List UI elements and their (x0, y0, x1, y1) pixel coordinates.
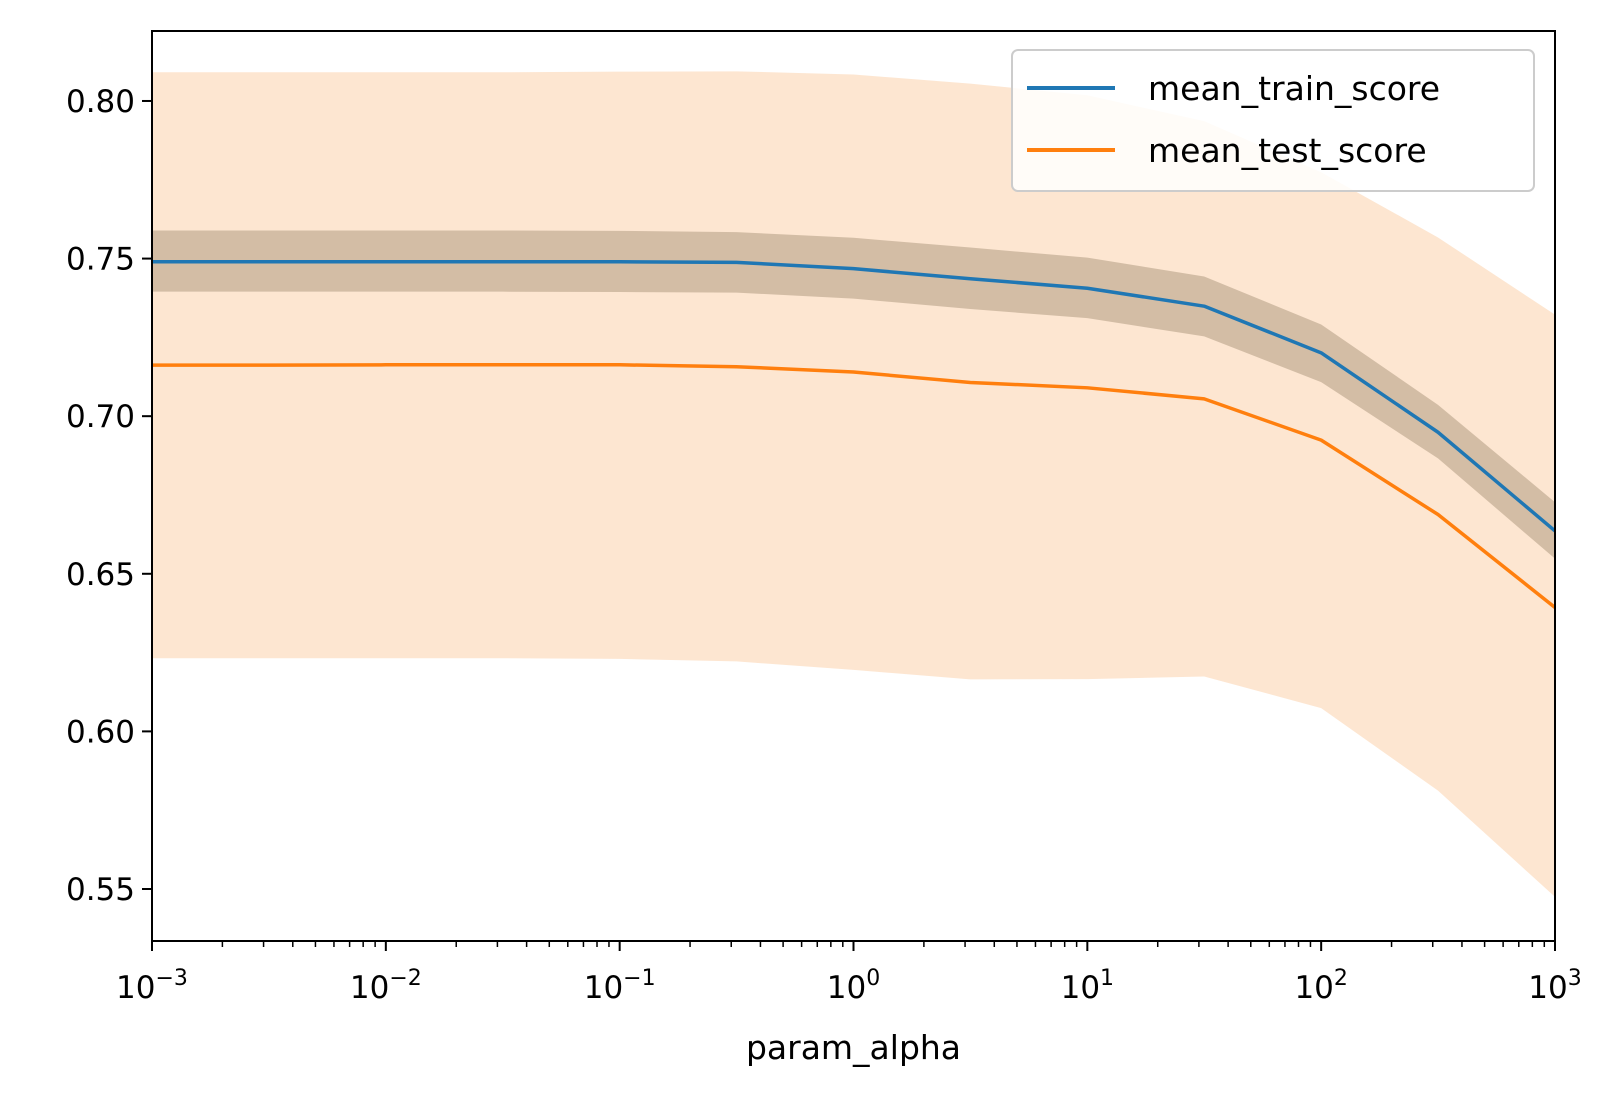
x-tick-label: 10−1 (584, 966, 656, 1006)
x-tick-label: 102 (1294, 966, 1347, 1006)
x-axis-label: param_alpha (746, 1028, 961, 1067)
plot-frame (151, 30, 1556, 942)
x-tick-label: 101 (1061, 966, 1114, 1006)
y-tick-label: 0.75 (66, 242, 135, 278)
series-lines (152, 259, 1557, 609)
legend-box (1011, 49, 1535, 192)
x-tick-label: 10−3 (116, 966, 188, 1006)
x-axis-ticks: 10−3 10−2 10−1 100 101 102 103 (116, 941, 1582, 1006)
y-axis-ticks: 0.55 0.60 0.65 0.70 0.75 0.80 (66, 84, 152, 908)
y-tick-label: 0.55 (66, 872, 135, 908)
x-tick-label: 103 (1528, 966, 1581, 1006)
legend-label-mean-train-score: mean_train_score (1148, 69, 1440, 108)
band-mean-train-score (152, 230, 1555, 559)
confidence-bands (152, 71, 1555, 897)
x-tick-label: 10−2 (350, 966, 422, 1006)
legend-label-mean-test-score: mean_test_score (1148, 131, 1427, 170)
line-mean-train-score (152, 259, 1557, 533)
x-tick-label: 100 (827, 966, 880, 1006)
band-mean-test-score (152, 71, 1555, 897)
line-mean-test-score (152, 363, 1557, 609)
y-tick-label: 0.60 (66, 714, 135, 750)
y-tick-label: 0.70 (66, 399, 135, 435)
y-tick-label: 0.80 (66, 84, 135, 120)
legend: mean_train_score mean_test_score (1011, 49, 1535, 192)
y-tick-label: 0.65 (66, 557, 135, 593)
